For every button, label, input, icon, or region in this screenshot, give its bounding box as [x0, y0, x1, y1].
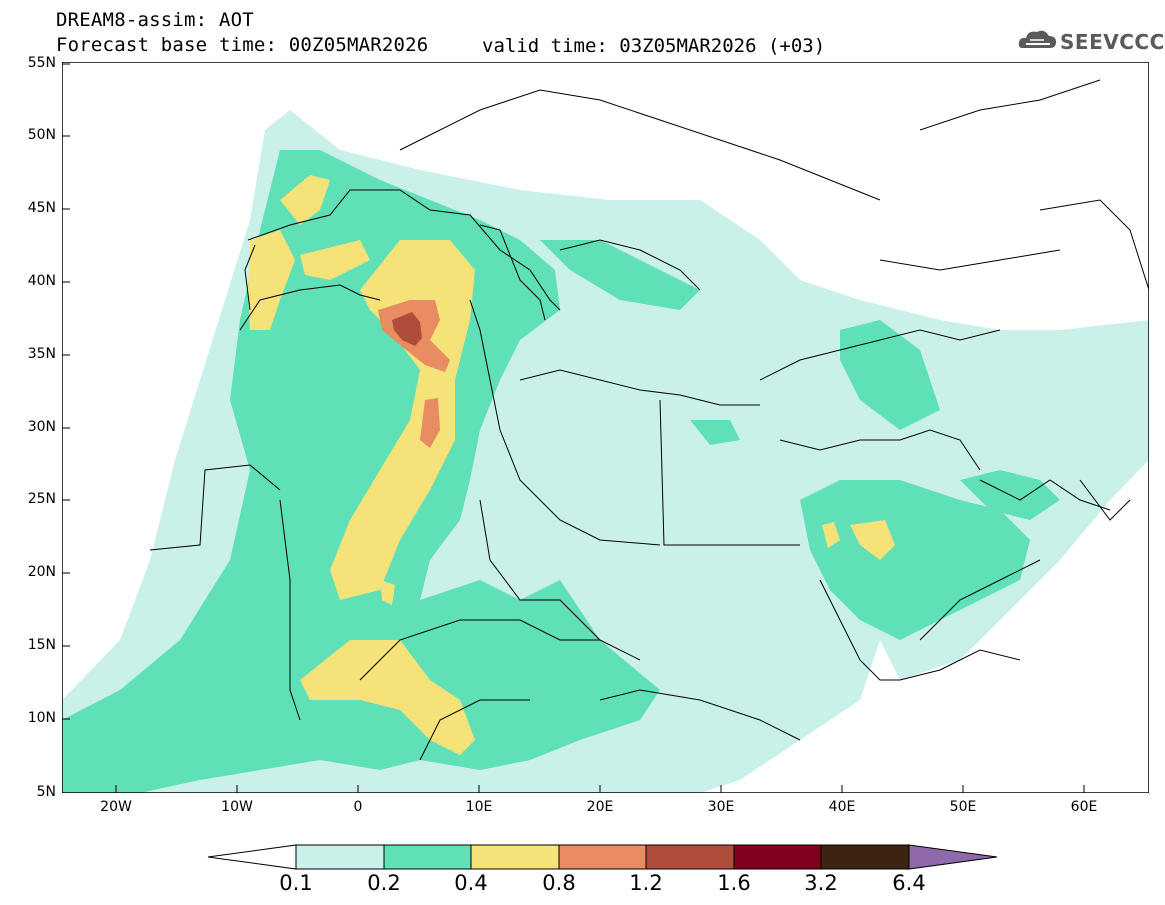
colorbar-bin-1.6 — [733, 844, 822, 870]
colorbar-label: 6.4 — [892, 871, 926, 895]
lon-label: 0 — [353, 799, 363, 815]
country-borders — [149, 79, 1149, 761]
aot-contour-layer — [62, 62, 1149, 793]
lat-label: 50N — [27, 127, 56, 143]
colorbar-under-arrow — [207, 844, 297, 870]
lon-label: 30E — [707, 799, 735, 815]
aot-level-0.2 — [62, 150, 1060, 793]
map-title: DREAM8-assim: AOT — [56, 9, 254, 31]
colorbar-label: 1.6 — [717, 871, 751, 895]
colorbar — [207, 844, 998, 870]
lat-label: 35N — [27, 346, 56, 362]
lon-label: 50E — [949, 799, 977, 815]
aot-level-0.4 — [248, 175, 895, 755]
colorbar-bin-3.2 — [820, 844, 910, 870]
colorbar-label: 0.1 — [279, 871, 313, 895]
colorbar-bin-0.4 — [470, 844, 560, 870]
lon-label: 40E — [828, 799, 856, 815]
logo-text: SEEVCCC — [1060, 30, 1165, 54]
lat-label: 10N — [27, 710, 56, 726]
colorbar-bin-0.2 — [383, 844, 472, 870]
cloud-logo-icon — [1018, 30, 1056, 48]
lat-label: 20N — [27, 564, 56, 580]
colorbar-label: 0.8 — [542, 871, 576, 895]
lon-label: 10E — [465, 799, 493, 815]
colorbar-bin-1.2 — [645, 844, 735, 870]
lat-label: 45N — [27, 200, 56, 216]
colorbar-label: 1.2 — [629, 871, 663, 895]
valid-time: valid time: 03Z05MAR2026 (+03) — [482, 35, 826, 57]
colorbar-over-arrow — [908, 844, 998, 870]
lon-label: 10W — [221, 799, 253, 815]
colorbar-label: 0.4 — [454, 871, 488, 895]
lon-label: 20E — [586, 799, 614, 815]
lat-label: 30N — [27, 419, 56, 435]
lat-label: 15N — [27, 637, 56, 653]
colorbar-bin-0.8 — [558, 844, 647, 870]
lon-label: 20W — [100, 799, 132, 815]
axis-ticks — [62, 63, 1085, 793]
colorbar-label: 0.2 — [367, 871, 401, 895]
aot-level-1.2 — [392, 312, 422, 346]
lat-label: 5N — [36, 784, 56, 800]
lat-label: 25N — [27, 491, 56, 507]
lon-label: 60E — [1070, 799, 1098, 815]
colorbar-bin-0.1 — [295, 844, 385, 870]
forecast-base-time: Forecast base time: 00Z05MAR2026 — [56, 34, 429, 56]
colorbar-label: 3.2 — [804, 871, 838, 895]
lat-label: 40N — [27, 273, 56, 289]
lat-label: 55N — [27, 55, 56, 71]
